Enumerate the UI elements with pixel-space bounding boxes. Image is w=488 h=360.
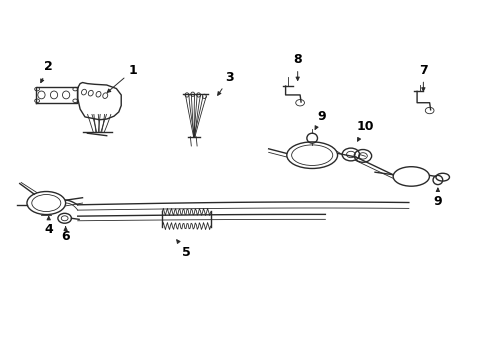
Text: 6: 6: [61, 227, 70, 243]
Text: 4: 4: [44, 216, 53, 236]
Text: 7: 7: [418, 64, 427, 91]
Text: 9: 9: [433, 188, 441, 208]
Text: 1: 1: [107, 64, 138, 93]
Text: 9: 9: [314, 110, 325, 129]
Text: 3: 3: [217, 71, 234, 95]
Text: 8: 8: [293, 53, 302, 80]
Text: 2: 2: [41, 60, 53, 82]
Text: 10: 10: [356, 120, 373, 141]
Text: 5: 5: [176, 240, 190, 259]
